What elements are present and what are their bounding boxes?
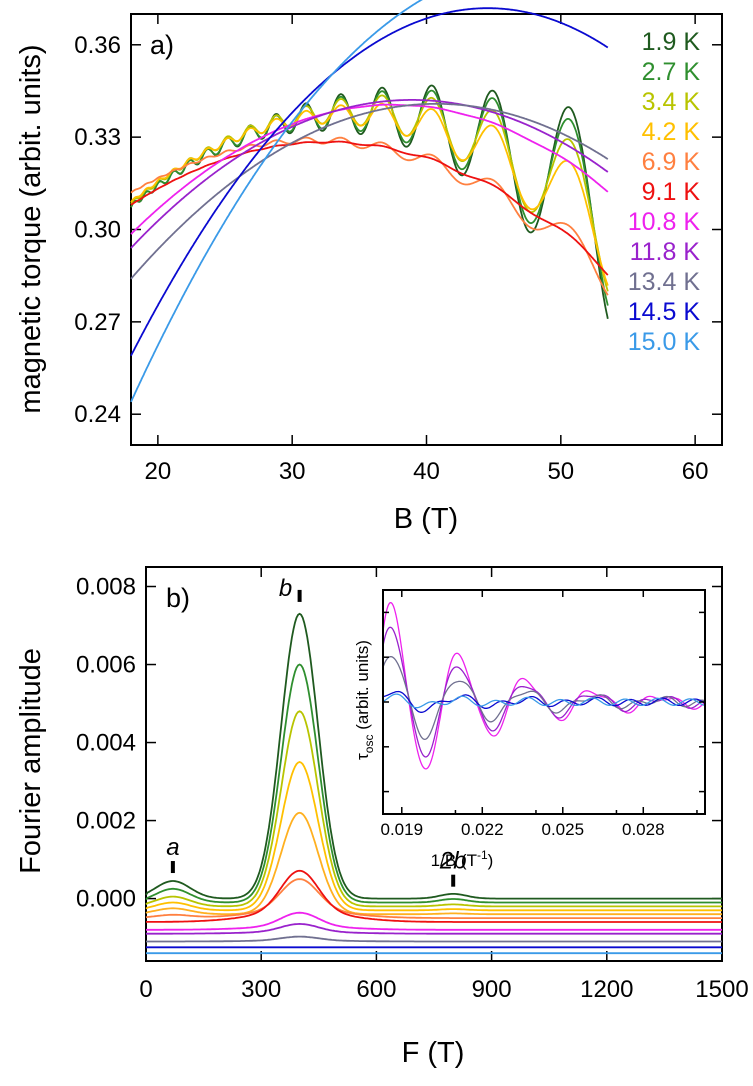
panel-a-ytick-label: 0.30 xyxy=(74,217,121,244)
panel-b-peak-label: 2b xyxy=(439,848,467,875)
inset-xtick-label: 0.028 xyxy=(622,820,665,839)
inset-ylabel: τosc (arbit. units) xyxy=(353,640,376,760)
panel-b-frame xyxy=(145,566,723,962)
panel-a-legend-entry: 9.1 K xyxy=(642,178,701,206)
inset-xtick-label: 0.022 xyxy=(461,820,504,839)
panel-b-series-line xyxy=(145,869,722,923)
panel-a-legend-entry: 3.4 K xyxy=(642,88,701,116)
panel-a-ytick-label: 0.33 xyxy=(74,124,121,151)
panel-b-series-line xyxy=(145,612,722,900)
panel-b-xlabel: F (T) xyxy=(402,1037,465,1069)
panel-a-legend-entry: 15.0 K xyxy=(628,328,701,356)
panel-b-ylabel: Fourier amplitude xyxy=(15,648,47,874)
panel-a-ytick-label: 0.36 xyxy=(74,32,121,59)
panel-a-series-line xyxy=(130,140,609,276)
panel-b-xtick-label: 0 xyxy=(139,976,152,1003)
inset-xtick-label: 0.019 xyxy=(381,820,424,839)
panel-a-xtick-label: 50 xyxy=(547,458,574,485)
inset-series-line xyxy=(382,693,706,709)
panel-a: a) B (T) magnetic torque (arbit. units) … xyxy=(15,0,723,535)
panel-a-series-line xyxy=(130,0,423,403)
panel-b-ytick-label: 0.004 xyxy=(76,730,136,757)
panel-a-legend-entry: 10.8 K xyxy=(628,208,701,236)
panel-a-label: a) xyxy=(150,30,174,60)
panel-b-xtick-label: 600 xyxy=(356,976,396,1003)
panel-a-ylabel: magnetic torque (arbit. units) xyxy=(15,44,47,413)
inset-chart: 0.019 0.022 0.025 0.028 1/B (T-1) τosc (arb… xyxy=(353,589,706,870)
panel-a-xtick-label: 30 xyxy=(279,458,306,485)
panel-a-xlabel: B (T) xyxy=(394,503,458,535)
panel-a-legend-entry: 6.9 K xyxy=(642,148,701,176)
panel-b-peak-label: a xyxy=(166,834,179,861)
panel-b-label: b) xyxy=(166,583,190,613)
panel-b-ytick-label: 0.008 xyxy=(76,574,136,601)
panel-a-series-line xyxy=(130,84,609,319)
inset-xtick-label: 0.025 xyxy=(542,820,585,839)
panel-b-series-line xyxy=(145,761,722,912)
panel-a-legend-entry: 2.7 K xyxy=(642,58,701,86)
panel-a-series-line xyxy=(130,102,609,286)
panel-b-xtick-label: 1200 xyxy=(580,976,633,1003)
inset-xlabel: 1/B (T-1) xyxy=(431,848,494,870)
panel-a-legend-entry: 11.8 K xyxy=(630,238,701,266)
panel-b-series-line xyxy=(146,935,722,943)
panel-b-xtick-label: 900 xyxy=(472,976,512,1003)
panel-b-series-line xyxy=(145,710,722,908)
panel-b-peak-label: b xyxy=(279,575,292,602)
panel-a-series-line xyxy=(130,103,609,235)
panel-a-ytick-label: 0.24 xyxy=(74,401,121,428)
panel-a-series-line xyxy=(130,99,609,249)
panel-b-ytick-label: 0.002 xyxy=(76,808,136,835)
panel-a-legend-entry: 14.5 K xyxy=(628,298,701,326)
panel-b: b) F (T) Fourier amplitude 0 300 600 900 120… xyxy=(15,566,749,1069)
panel-a-legend-entry: 4.2 K xyxy=(642,118,701,146)
panel-b-xtick-label: 1500 xyxy=(695,976,748,1003)
panel-b-ytick-label: 0.006 xyxy=(76,652,136,679)
panel-a-legend-entry: 1.9 K xyxy=(642,28,701,56)
panel-b-series-line xyxy=(145,663,722,904)
panel-b-xtick-label: 300 xyxy=(241,976,281,1003)
panel-a-xtick-label: 20 xyxy=(145,458,172,485)
panel-a-xtick-label: 40 xyxy=(413,458,440,485)
panel-b-series-line xyxy=(145,878,722,919)
panel-a-series-line xyxy=(130,7,609,357)
panel-b-series-line xyxy=(146,922,722,935)
panel-b-series-line xyxy=(146,911,722,931)
panel-b-ytick-label: 0.000 xyxy=(76,886,136,913)
panel-a-ytick-label: 0.27 xyxy=(74,309,121,336)
panel-a-series-line xyxy=(130,136,609,296)
panel-a-xtick-label: 60 xyxy=(682,458,709,485)
panel-a-legend-entry: 13.4 K xyxy=(628,268,701,296)
panel-a-series-line xyxy=(130,102,609,280)
